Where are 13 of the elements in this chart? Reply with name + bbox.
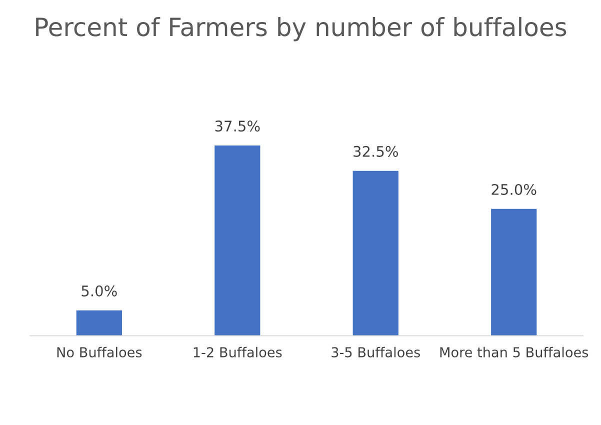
data-label: 37.5% [215, 120, 260, 132]
data-label: 32.5% [354, 146, 398, 157]
x-tick-label: 1-2 Buffaloes [194, 346, 282, 358]
x-tick-label: No Buffaloes [57, 346, 142, 358]
chart-title: Percent of Farmers by number of buffaloes [36, 17, 566, 42]
bar [214, 146, 260, 336]
data-label: 5.0% [82, 285, 117, 296]
bar [491, 208, 537, 336]
x-tick-label: More than 5 Buffaloes [440, 346, 588, 358]
bar [76, 310, 122, 336]
data-label: 25.0% [492, 184, 536, 195]
bar [352, 170, 398, 336]
x-tick-label: 3-5 Buffaloes [332, 346, 420, 358]
